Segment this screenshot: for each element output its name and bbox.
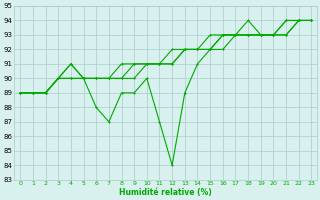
X-axis label: Humidité relative (%): Humidité relative (%) — [119, 188, 212, 197]
